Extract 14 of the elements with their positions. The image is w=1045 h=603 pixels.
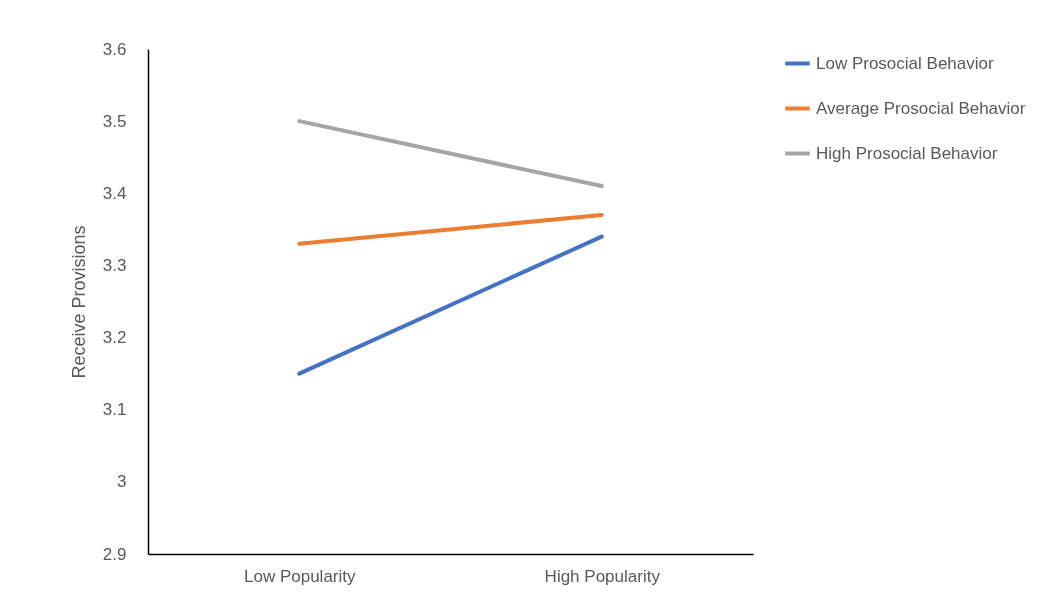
y-tick-label: 3.6 <box>102 39 127 59</box>
y-tick-label: 3.4 <box>102 183 127 203</box>
y-tick-label: 3.1 <box>102 400 127 420</box>
y-tick-label: 3.3 <box>102 255 127 275</box>
y-tick-label: 3.5 <box>102 111 127 131</box>
x-tick-label: High Popularity <box>544 566 661 586</box>
x-tick-label: Low Popularity <box>243 566 356 586</box>
y-axis-title: Receive Provisions <box>68 225 89 379</box>
legend-label: High Prosocial Behavior <box>816 143 998 163</box>
y-tick-label: 3 <box>117 472 127 492</box>
y-tick-label: 2.9 <box>102 544 127 564</box>
y-tick-label: 3.2 <box>102 328 127 348</box>
legend-label: Average Prosocial Behavior <box>816 98 1026 118</box>
legend-label: Low Prosocial Behavior <box>816 53 994 73</box>
